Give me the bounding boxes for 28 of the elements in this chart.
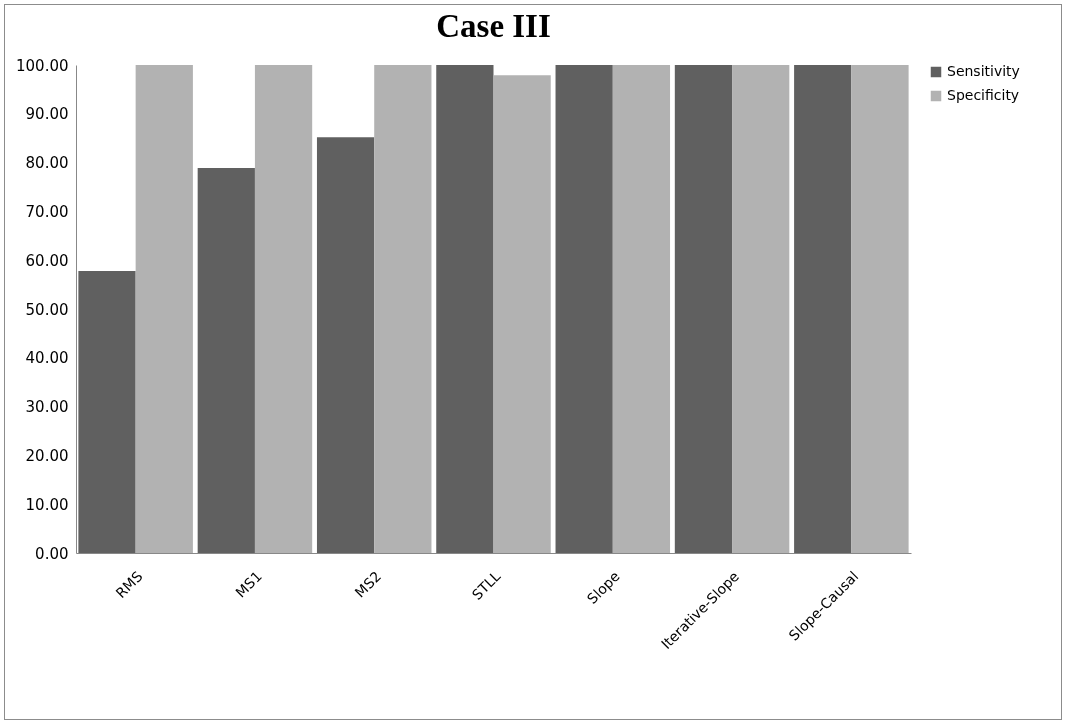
- bar: [316, 137, 375, 553]
- bar: [436, 65, 494, 553]
- bar: [493, 75, 551, 553]
- y-tick-label: 0.00: [35, 544, 69, 563]
- legend-label: Sensitivity: [947, 63, 1020, 79]
- bar: [78, 270, 136, 553]
- bar: [197, 167, 255, 553]
- bar: [612, 65, 671, 553]
- bar: [851, 65, 909, 553]
- bar: [254, 65, 313, 553]
- y-tick-label: 10.00: [25, 495, 69, 514]
- y-tick-label: 60.00: [25, 251, 69, 270]
- y-tick-label: 40.00: [25, 349, 69, 368]
- y-tick-label: 50.00: [25, 300, 69, 319]
- bar: [732, 65, 790, 553]
- bar: [555, 65, 613, 553]
- y-tick-label: 80.00: [25, 154, 69, 173]
- y-tick-label: 100.00: [16, 56, 69, 75]
- chart-title: Case III: [436, 8, 551, 44]
- bar: [135, 65, 193, 553]
- y-tick-label: 70.00: [25, 202, 69, 221]
- bar: [374, 65, 432, 553]
- bar: [794, 65, 852, 553]
- y-tick-label: 20.00: [25, 446, 69, 465]
- y-tick-label: 30.00: [25, 398, 69, 417]
- bar: [674, 65, 733, 553]
- y-tick-label: 90.00: [25, 105, 69, 124]
- legend-label: Specificity: [947, 87, 1020, 103]
